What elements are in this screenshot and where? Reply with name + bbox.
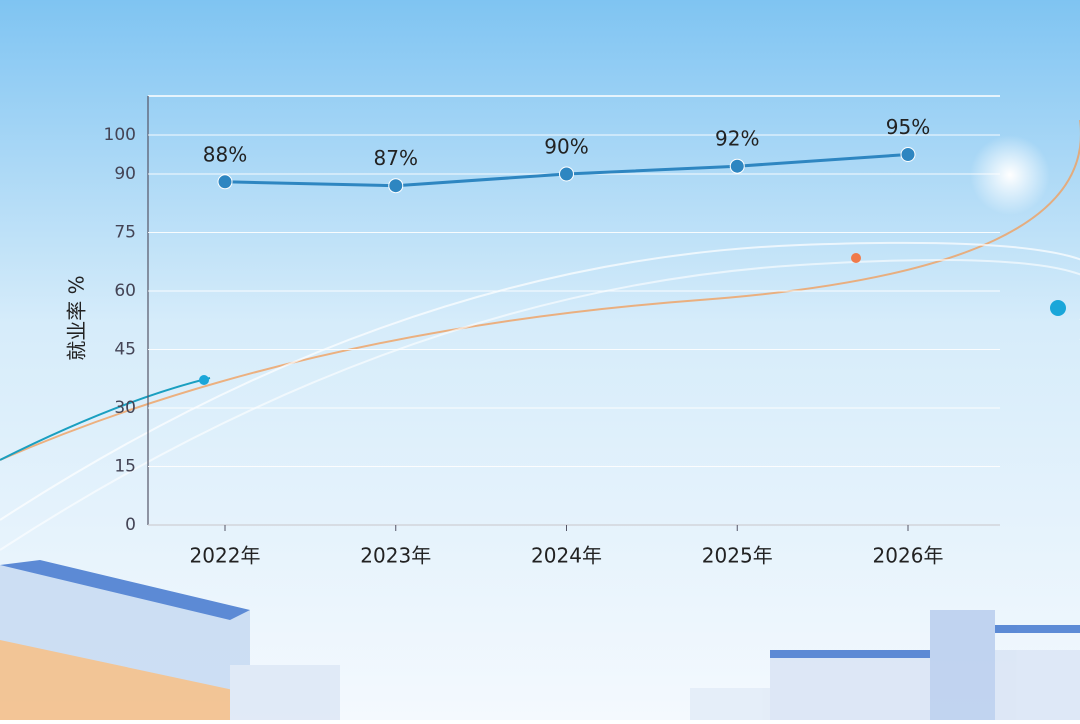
x-tick-label: 2025年 [702, 544, 773, 568]
y-tick-label: 45 [114, 340, 136, 360]
x-tick-label: 2022年 [190, 544, 261, 568]
decor-curve [0, 259, 1080, 551]
decor-curve [0, 241, 1080, 521]
y-tick-label: 90 [114, 164, 136, 184]
decor-curve [0, 377, 211, 461]
y-tick-label: 15 [114, 457, 136, 477]
decor-dot [851, 253, 861, 263]
y-tick-label: 30 [114, 398, 136, 418]
point [388, 178, 404, 194]
point [729, 158, 745, 174]
data-label: 92% [715, 127, 759, 151]
y-axis-label: 就业率 % [65, 275, 89, 360]
sun-glow [970, 135, 1050, 215]
decor-curve [0, 120, 1080, 461]
x-tick-label: 2024年 [531, 544, 602, 568]
point [900, 147, 916, 162]
decor-dot [199, 375, 209, 385]
data-label: 88% [203, 142, 247, 166]
y-tick-label: 100 [104, 125, 136, 145]
point [559, 166, 574, 182]
stadium [0, 560, 340, 720]
data-label: 95% [886, 115, 930, 139]
point [217, 174, 233, 190]
data-label: 87% [374, 146, 418, 170]
data-label: 90% [544, 135, 588, 159]
y-tick-label: 60 [114, 281, 136, 301]
y-tick-label: 0 [125, 515, 136, 535]
building [690, 610, 1080, 720]
x-tick-label: 2023年 [360, 544, 431, 568]
x-tick-label: 2026年 [873, 544, 944, 568]
y-tick-label: 75 [114, 223, 136, 243]
decor-dot [1050, 300, 1066, 316]
